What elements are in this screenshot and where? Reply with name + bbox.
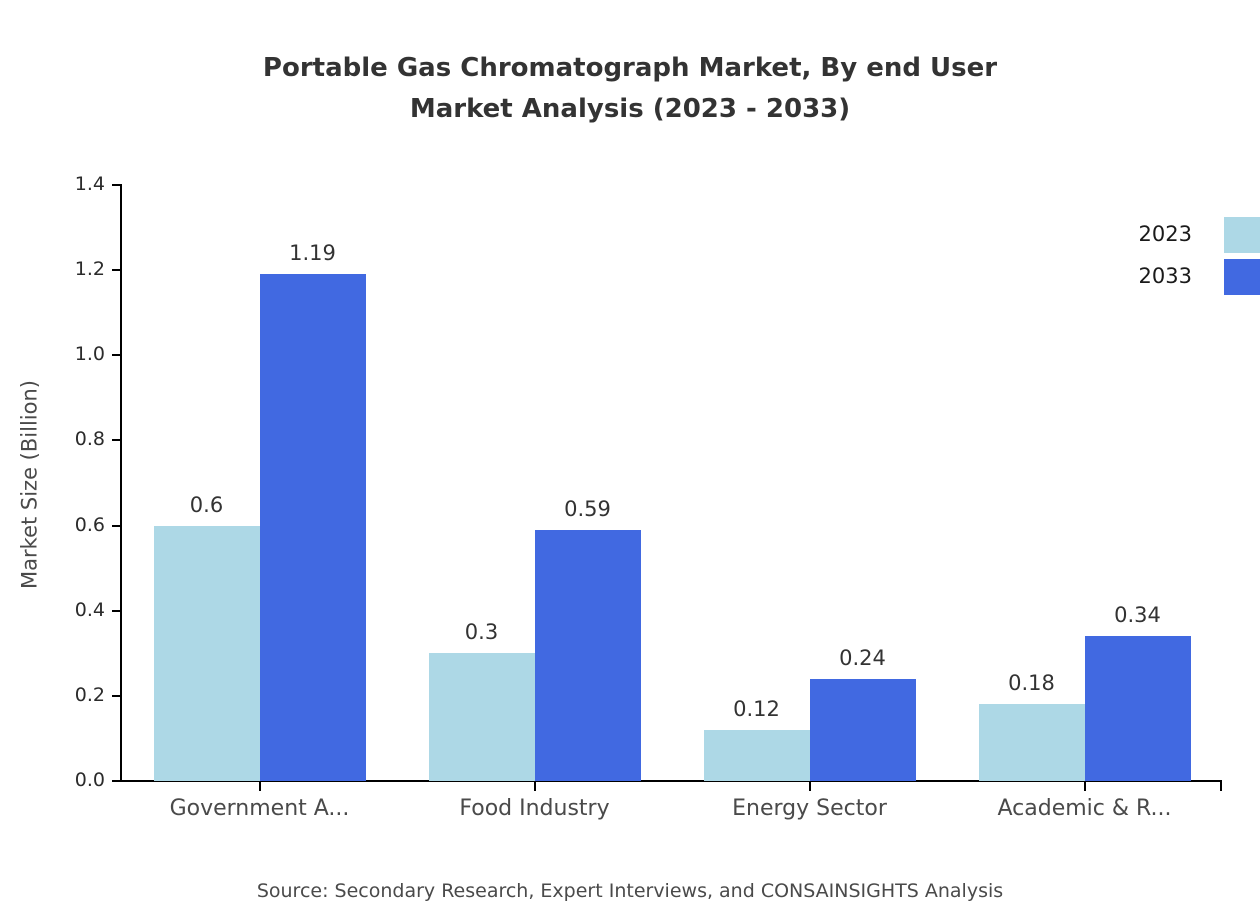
source-note: Source: Secondary Research, Expert Inter… <box>256 880 1004 902</box>
legend-swatch <box>1224 217 1260 253</box>
legend-label: 2033 <box>1138 264 1192 288</box>
x-axis-tick-mark <box>533 782 536 791</box>
chart-title-line-1: Portable Gas Chromatograph Market, By en… <box>262 53 998 83</box>
y-axis-tick-label: 1.2 <box>74 258 105 281</box>
legend-swatch <box>1224 259 1260 295</box>
y-axis-tick-label: 0.2 <box>74 683 105 706</box>
y-axis-tick-mark <box>112 694 121 697</box>
bar-2033-3[interactable] <box>1084 636 1191 781</box>
y-axis-tick-label: 0.8 <box>74 428 105 451</box>
x-axis-tick-label: Government A... <box>169 796 350 821</box>
bar-value-label: 0.34 <box>1114 603 1161 628</box>
y-axis-tick-mark <box>112 269 121 272</box>
y-axis-tick-mark <box>112 780 121 782</box>
bar-value-label: 0.3 <box>464 620 499 645</box>
y-axis-tick-mark <box>112 439 121 442</box>
x-axis-tick-mark <box>258 782 261 791</box>
bar-value-label: 0.6 <box>189 492 224 517</box>
bar-2033-2[interactable] <box>809 678 916 781</box>
bar-2033-0[interactable] <box>259 274 366 781</box>
legend-label: 2023 <box>1138 222 1192 246</box>
plot-area: 0.6 0.3 0.12 0.18 1.19 0.59 0.24 0.34 <box>122 185 1222 781</box>
legend-item-2023[interactable]: 2023 <box>1100 215 1260 255</box>
y-axis-tick-label: 1.4 <box>74 173 105 195</box>
x-axis-tick-label: Academic & R... <box>997 796 1172 821</box>
bar-2023-0[interactable] <box>153 525 260 781</box>
page-title: Portable Gas Chromatograph Market, By en… <box>0 48 1260 130</box>
bar-value-label: 0.59 <box>564 496 611 521</box>
y-axis-tick-label: 0.4 <box>74 598 105 621</box>
bar-2023-1[interactable] <box>428 653 535 781</box>
x-axis-tick-label: Food Industry <box>459 796 610 821</box>
bar-value-label: 1.19 <box>289 241 336 266</box>
y-axis-title: Market Size (Billion) <box>17 380 42 589</box>
bar-2033-1[interactable] <box>534 529 641 781</box>
x-axis-tick-mark <box>808 782 811 791</box>
chart-legend: 2023 2033 <box>1100 215 1260 305</box>
x-axis-spine <box>122 780 1222 782</box>
bar-value-label: 0.12 <box>733 696 780 721</box>
y-axis-tick-mark <box>112 184 121 186</box>
y-axis-tick-label: 0.0 <box>74 769 105 791</box>
y-axis-tick-mark <box>112 524 121 527</box>
y-axis-tick-label: 0.6 <box>74 513 105 536</box>
bar-value-label: 0.18 <box>1008 671 1055 696</box>
y-axis-tick-label: 1.0 <box>74 343 105 366</box>
y-axis-spine <box>120 184 122 782</box>
bar-2023-2[interactable] <box>703 729 810 781</box>
x-axis-end-tick <box>1220 782 1222 791</box>
y-axis-tick-mark <box>112 609 121 612</box>
legend-item-2033[interactable]: 2033 <box>1100 257 1260 297</box>
bar-value-label: 0.24 <box>839 645 886 670</box>
x-axis-tick-mark <box>1083 782 1086 791</box>
chart-title-line-2: Market Analysis (2023 - 2033) <box>409 94 851 124</box>
x-axis-tick-label: Energy Sector <box>732 796 887 821</box>
y-axis-tick-mark <box>112 354 121 357</box>
bar-2023-3[interactable] <box>978 704 1085 781</box>
